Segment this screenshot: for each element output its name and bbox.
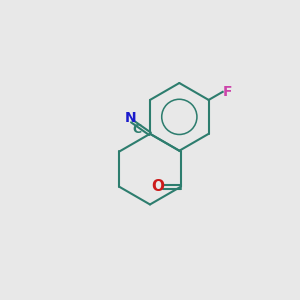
Text: N: N bbox=[124, 111, 136, 124]
Text: C: C bbox=[132, 123, 141, 136]
Text: O: O bbox=[151, 179, 164, 194]
Text: F: F bbox=[223, 85, 233, 99]
